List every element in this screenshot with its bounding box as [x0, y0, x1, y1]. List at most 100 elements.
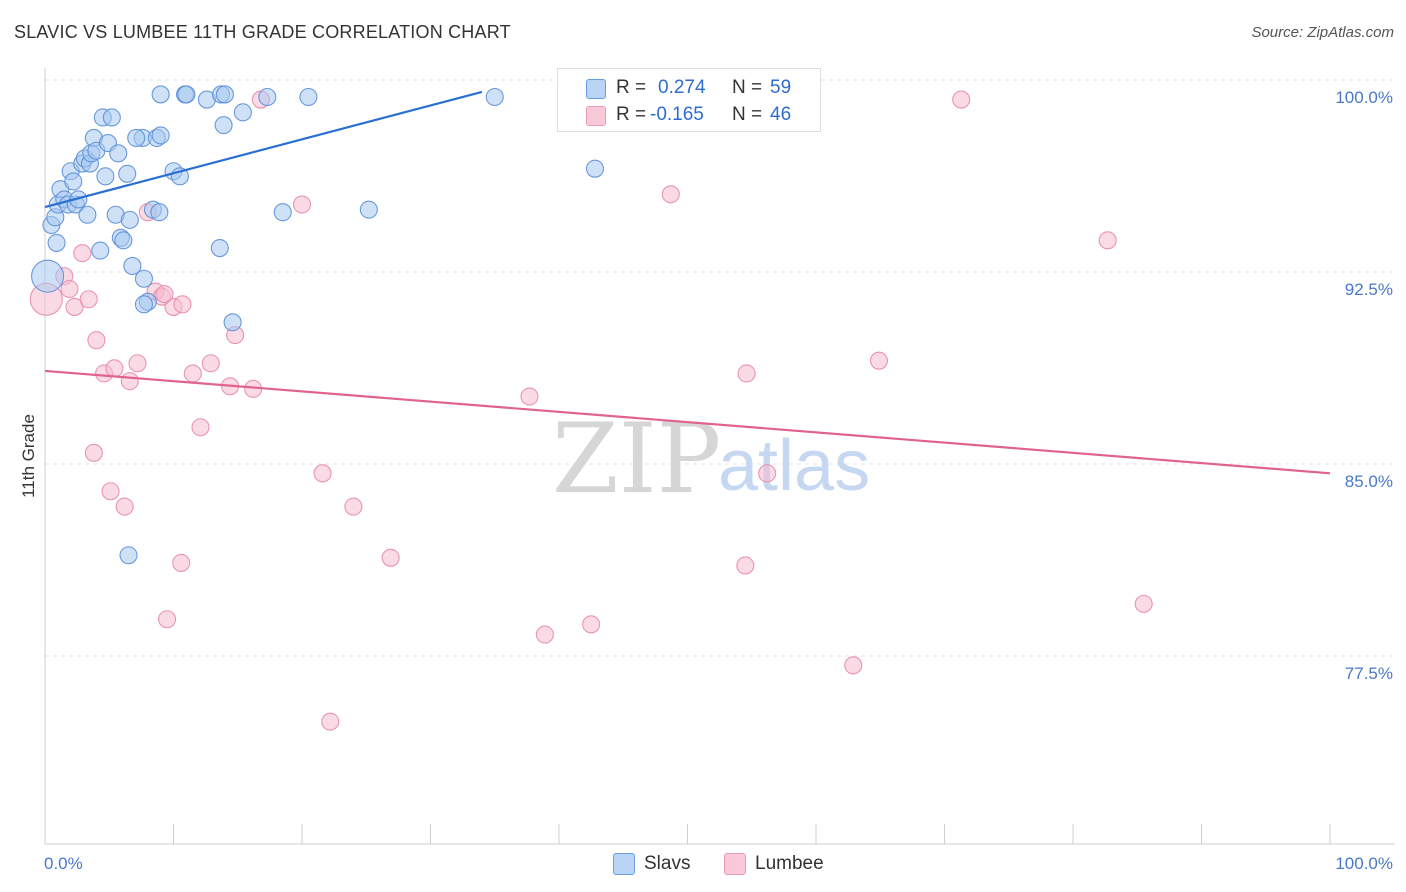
- watermark-zip: ZIP: [552, 403, 721, 515]
- slavs-legend-label: Slavs: [644, 853, 691, 874]
- lumbee-point: [158, 610, 177, 629]
- lumbee-point: [79, 290, 98, 309]
- slavs-point: [177, 85, 196, 104]
- slavs-point: [215, 85, 234, 104]
- lumbee-r-value: -0.165: [650, 104, 704, 125]
- lumbee-trend-line: [44, 369, 1331, 475]
- y-tick-label: 92.5%: [1345, 280, 1393, 299]
- slavs-point: [47, 233, 66, 252]
- lumbee-point: [120, 372, 139, 391]
- slavs-point: [134, 295, 153, 314]
- source-credit: Source: ZipAtlas.com: [1251, 24, 1394, 41]
- lumbee-point: [381, 548, 400, 567]
- lumbee-point: [101, 482, 120, 501]
- lumbee-point: [73, 244, 92, 263]
- lumbee-legend-swatch: [724, 853, 746, 875]
- slavs-point: [78, 205, 97, 224]
- lumbee-point: [520, 387, 539, 406]
- lumbee-point: [952, 90, 971, 109]
- lumbee-point: [65, 297, 84, 316]
- lumbee-point: [535, 625, 554, 644]
- slavs-point: [299, 87, 318, 107]
- slavs-n-value: 59: [770, 77, 792, 98]
- lumbee-point: [737, 364, 756, 383]
- slavs-point: [109, 144, 128, 163]
- lumbee-point: [60, 279, 79, 299]
- legend-row-lumbee: R = -0.165 N = 46: [558, 102, 820, 128]
- lumbee-points: [29, 90, 1153, 731]
- lumbee-point: [115, 497, 134, 516]
- slavs-point: [64, 172, 83, 191]
- lumbee-point: [173, 295, 192, 314]
- slavs-r-label: R =: [616, 77, 647, 98]
- lumbee-point: [292, 195, 312, 214]
- slavs-point: [119, 546, 138, 565]
- y-tick-label: 100.0%: [1335, 88, 1393, 107]
- slavs-point: [359, 200, 378, 219]
- lumbee-point: [321, 712, 340, 731]
- lumbee-point: [869, 351, 889, 370]
- slavs-point: [96, 167, 115, 186]
- slavs-legend-swatch: [613, 853, 635, 875]
- lumbee-point: [155, 285, 174, 304]
- watermark: ZIP atlas: [552, 403, 870, 515]
- y-axis-label: 11th Grade: [19, 414, 38, 498]
- tick-labels: 77.5% 85.0% 92.5% 100.0% 0.0% 100.0%: [44, 88, 1393, 873]
- trend-lines: [44, 90, 1331, 475]
- slavs-point: [91, 241, 110, 260]
- slavs-point: [210, 238, 229, 258]
- slavs-point: [214, 116, 233, 135]
- slavs-point: [120, 210, 139, 229]
- y-tick-label: 85.0%: [1345, 472, 1393, 491]
- lumbee-point: [105, 359, 124, 378]
- watermark-atlas: atlas: [718, 426, 870, 506]
- lumbee-point: [84, 443, 103, 462]
- lumbee-point: [313, 464, 332, 483]
- lumbee-point: [582, 615, 601, 634]
- lumbee-point: [844, 656, 863, 675]
- lumbee-point: [87, 331, 106, 350]
- y-tick-label: 77.5%: [1345, 664, 1393, 683]
- slavs-point: [127, 128, 146, 148]
- slavs-trend-line: [44, 90, 483, 209]
- lumbee-point: [128, 354, 147, 373]
- slavs-point: [273, 203, 292, 222]
- slavs-point: [118, 164, 137, 183]
- slavs-point: [123, 256, 142, 276]
- lumbee-legend-label: Lumbee: [755, 853, 824, 874]
- slavs-swatch: [586, 79, 606, 99]
- slavs-point: [150, 203, 169, 222]
- lumbee-point: [736, 556, 755, 575]
- lumbee-point: [201, 354, 220, 373]
- series-legend: Slavs Lumbee: [0, 852, 1406, 878]
- lumbee-n-value: 46: [770, 104, 792, 125]
- slavs-r-value: 0.274: [658, 77, 706, 98]
- lumbee-point: [758, 464, 777, 483]
- lumbee-point: [661, 185, 680, 204]
- lumbee-point: [191, 418, 210, 437]
- slavs-point: [151, 85, 170, 104]
- lumbee-n-label: N =: [732, 104, 763, 125]
- lumbee-point: [183, 364, 202, 383]
- stats-legend: R = 0.274 N = 59 R = -0.165 N = 46: [557, 68, 821, 132]
- legend-row-slavs: R = 0.274 N = 59: [558, 75, 820, 101]
- slavs-point: [223, 313, 242, 332]
- x-tick-label-max: 100.0%: [1335, 854, 1393, 873]
- slavs-point: [102, 108, 121, 127]
- slavs-point: [233, 103, 252, 122]
- slavs-point: [151, 126, 170, 145]
- grid-lines: [45, 79, 1395, 657]
- slavs-point: [31, 259, 65, 293]
- slavs-point: [134, 269, 153, 288]
- lumbee-r-label: R =: [616, 104, 647, 125]
- slavs-n-label: N =: [732, 77, 763, 98]
- lumbee-point: [1134, 594, 1153, 613]
- lumbee-swatch: [586, 106, 606, 126]
- chart-title: SLAVIC VS LUMBEE 11TH GRADE CORRELATION …: [14, 22, 511, 42]
- slavs-point: [485, 87, 504, 107]
- axes: [44, 68, 1395, 845]
- slavs-point: [585, 159, 605, 178]
- slavs-point: [114, 231, 133, 250]
- lumbee-point: [344, 497, 363, 516]
